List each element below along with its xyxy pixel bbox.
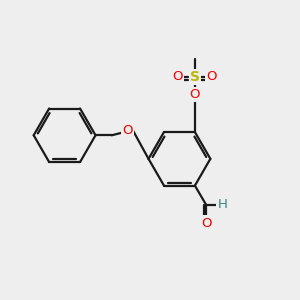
Text: O: O	[201, 217, 211, 230]
Text: O: O	[207, 70, 217, 83]
Text: H: H	[217, 198, 227, 211]
Text: O: O	[190, 88, 200, 101]
Text: O: O	[123, 124, 133, 137]
Text: S: S	[190, 70, 200, 84]
Text: O: O	[172, 70, 183, 83]
